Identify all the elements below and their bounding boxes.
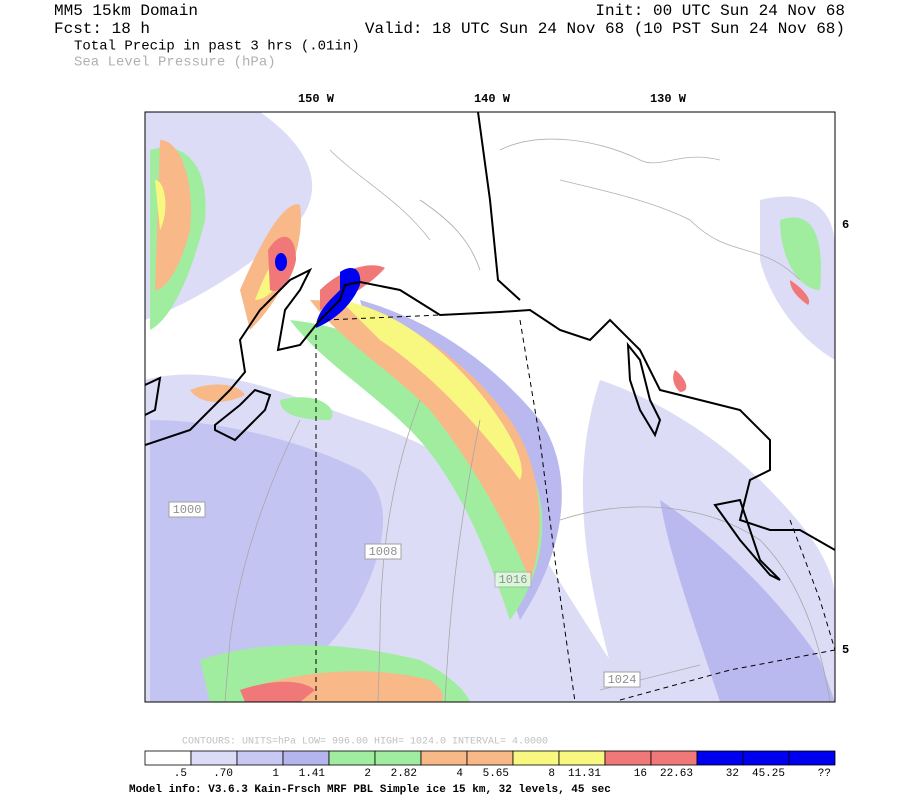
field-precip: Total Precip in past 3 hrs (.01in): [74, 39, 360, 55]
map-area: 1000 1008 1016 1024: [145, 112, 835, 702]
color-bar-label: 16: [634, 768, 647, 780]
color-bar-label: 2.82: [391, 768, 417, 780]
color-box: [282, 750, 330, 766]
color-box: [466, 750, 514, 766]
color-box: [558, 750, 606, 766]
color-bar-label: 22.63: [660, 768, 693, 780]
forecast-hour: Fcst: 18 h: [54, 20, 150, 38]
map-frame: [144, 111, 836, 703]
field-slp: Sea Level Pressure (hPa): [74, 55, 276, 71]
contour-label: 1008: [369, 545, 398, 559]
color-bar-label: 1: [272, 768, 279, 780]
contour-label: 1016: [499, 573, 528, 587]
color-box: [236, 750, 284, 766]
color-box: [374, 750, 422, 766]
color-box: [144, 750, 192, 766]
model-info: Model info: V3.6.3 Kain-Frsch MRF PBL Si…: [129, 784, 611, 796]
lon-label: 130 W: [650, 92, 687, 106]
color-bar-label: 32: [726, 768, 739, 780]
color-bar-label: 4: [456, 768, 463, 780]
color-bar-label: 8: [548, 768, 555, 780]
color-bar-label: .5: [174, 768, 187, 780]
color-bar-label: ??: [818, 768, 831, 780]
contour-info: CONTOURS: UNITS=hPa LOW= 996.00 HIGH= 10…: [182, 736, 548, 748]
lon-label: 140 W: [474, 92, 511, 106]
color-box: [696, 750, 744, 766]
color-bar: .5 .70 1 1.41 2 2.82 4 5.65 8 11.31 16 22.63 32 45.25…: [144, 750, 836, 780]
color-bar-label: 5.65: [483, 768, 509, 780]
color-box: [190, 750, 238, 766]
lat-label: 5: [842, 643, 849, 657]
color-box: [420, 750, 468, 766]
color-bar-label: 2: [364, 768, 371, 780]
lon-label: 150 W: [298, 92, 335, 106]
color-box: [742, 750, 790, 766]
color-bar-label: .70: [213, 768, 233, 780]
color-bar-label: 1.41: [299, 768, 326, 780]
color-box: [604, 750, 652, 766]
init-time: Init: 00 UTC Sun 24 Nov 68: [595, 2, 845, 20]
color-bar-label: 45.25: [752, 768, 785, 780]
domain-title: MM5 15km Domain: [54, 2, 198, 20]
lat-label: 6: [842, 218, 849, 232]
color-box: [512, 750, 560, 766]
contour-label: 1000: [173, 503, 202, 517]
valid-time: Valid: 18 UTC Sun 24 Nov 68 (10 PST Sun …: [365, 20, 845, 38]
color-box: [328, 750, 376, 766]
contour-labels: 1000 1008 1016 1024: [168, 501, 641, 688]
color-box: [788, 750, 836, 766]
contour-label: 1024: [608, 673, 637, 687]
color-bar-label: 11.31: [568, 768, 601, 780]
color-box: [650, 750, 698, 766]
